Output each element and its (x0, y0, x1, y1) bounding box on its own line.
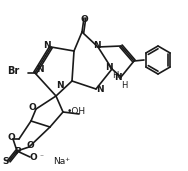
Text: O: O (29, 153, 37, 161)
Text: N: N (105, 63, 113, 73)
Text: H: H (112, 71, 118, 81)
Text: O: O (28, 102, 36, 111)
Text: O: O (7, 134, 15, 142)
Text: H: H (121, 81, 127, 89)
Text: P: P (14, 147, 20, 155)
Text: N: N (56, 82, 64, 90)
Text: N: N (93, 42, 101, 50)
Text: Na⁺: Na⁺ (54, 156, 70, 166)
Text: •OH: •OH (66, 107, 86, 115)
Text: N: N (43, 41, 51, 49)
Text: N: N (36, 64, 44, 74)
Text: Br: Br (7, 66, 19, 76)
Text: O: O (80, 15, 88, 23)
Text: O: O (26, 141, 34, 150)
Text: ⁻: ⁻ (39, 153, 43, 161)
Text: N: N (96, 84, 104, 94)
Text: N: N (114, 73, 122, 82)
Text: S: S (3, 157, 9, 167)
